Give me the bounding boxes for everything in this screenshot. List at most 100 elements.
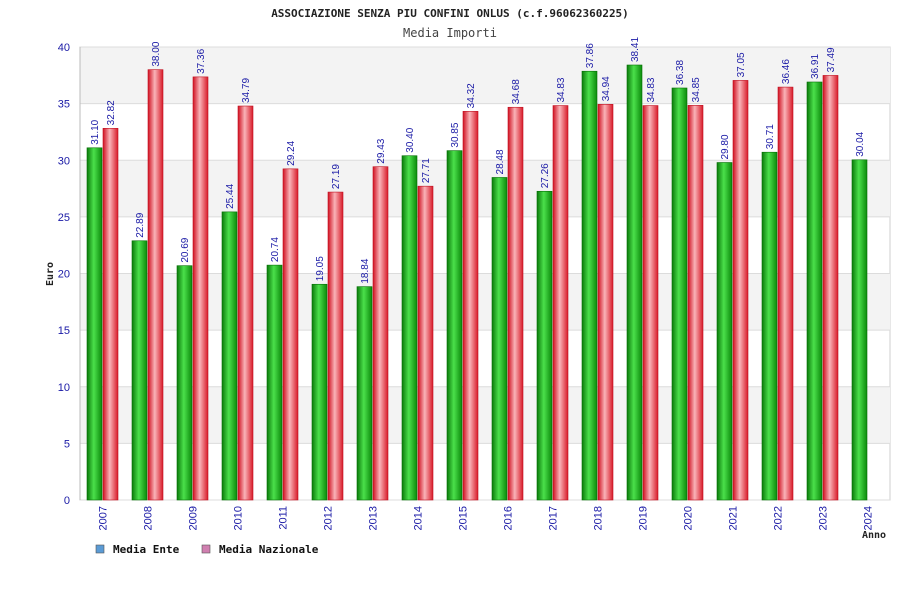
x-tick-label-2018: 2018 [593,506,605,530]
bar-media-ente-2018 [581,70,598,501]
bar-media-ente-2016 [491,177,508,501]
bar-media-nazionale-2010 [237,105,254,501]
data-label-media-ente-2020: 36.38 [675,60,686,85]
bar-media-nazionale-2018 [597,104,614,501]
bar-media-ente-2008 [131,240,148,501]
data-label-media-ente-2016: 28.48 [495,149,506,174]
x-tick-label-2007: 2007 [98,506,110,530]
data-label-media-ente-2009: 20.69 [180,237,191,262]
data-label-media-ente-2010: 25.44 [225,183,236,208]
y-axis-ticks: 0 5 10 15 20 25 30 35 40 [58,42,70,507]
data-label-media-ente-2022: 30.71 [765,124,776,149]
x-tick-label-2021: 2021 [728,506,740,530]
x-tick-label-2022: 2022 [773,506,785,530]
bar-media-nazionale-2015 [462,111,479,501]
bar-media-nazionale-2020 [687,105,704,501]
x-tick-label-2011: 2011 [278,506,290,530]
data-label-media-nazionale-2019: 34.83 [646,77,657,102]
bar-media-nazionale-2013 [372,166,389,501]
bars [86,64,868,501]
bar-media-nazionale-2007 [102,128,119,501]
x-axis-label: Anno [862,530,886,541]
x-tick-label-2023: 2023 [818,506,830,530]
bar-media-ente-2024 [851,159,868,501]
bar-media-nazionale-2019 [642,105,659,501]
bar-media-ente-2009 [176,265,193,501]
x-tick-label-2009: 2009 [188,506,200,530]
data-label-media-nazionale-2009: 37.36 [196,48,207,73]
bar-media-nazionale-2009 [192,76,209,501]
data-label-media-nazionale-2018: 34.94 [601,76,612,101]
data-label-media-nazionale-2020: 34.85 [691,77,702,102]
bar-media-nazionale-2021 [732,80,749,501]
bar-media-nazionale-2014 [417,185,434,501]
y-tick-label: 15 [58,325,70,337]
x-tick-label-2020: 2020 [683,506,695,530]
data-label-media-nazionale-2010: 34.79 [241,78,252,103]
x-tick-label-2008: 2008 [143,506,155,530]
bar-media-nazionale-2016 [507,106,524,501]
y-tick-label: 35 [58,99,70,111]
bar-media-ente-2012 [311,283,328,501]
x-tick-label-2016: 2016 [503,506,515,530]
data-label-media-nazionale-2016: 34.68 [511,79,522,104]
y-tick-label: 20 [58,269,70,281]
data-label-media-nazionale-2015: 34.32 [466,83,477,108]
data-label-media-ente-2018: 37.86 [585,43,596,68]
legend-swatch-media-ente [95,544,105,554]
x-tick-label-2012: 2012 [323,506,335,530]
bar-media-ente-2019 [626,64,643,501]
y-axis-label: Euro [45,262,56,286]
data-label-media-ente-2024: 30.04 [855,131,866,156]
gridlines [79,46,890,501]
bar-media-ente-2007 [86,147,103,501]
bar-media-ente-2021 [716,162,733,501]
data-label-media-nazionale-2023: 37.49 [826,47,837,72]
plot-band [80,47,890,104]
bar-media-ente-2013 [356,286,373,501]
x-axis-ticks: 2007 2008 2009 2010 2011 2012 2013 2014 2015 2016… [98,506,875,530]
data-label-media-nazionale-2021: 37.05 [736,52,747,77]
data-label-media-nazionale-2017: 34.83 [556,77,567,102]
data-label-media-nazionale-2011: 29.24 [286,140,297,165]
plot-band [80,160,890,217]
legend: Media Ente Media Nazionale [95,543,319,556]
y-tick-label: 25 [58,212,70,224]
legend-label-media-ente: Media Ente [113,543,180,556]
bar-media-ente-2010 [221,211,238,501]
data-label-media-ente-2014: 30.40 [405,127,416,152]
data-label-media-nazionale-2008: 38.00 [151,41,162,66]
x-tick-label-2019: 2019 [638,506,650,530]
bar-media-nazionale-2017 [552,105,569,501]
y-tick-label: 0 [64,495,70,507]
data-label-media-ente-2019: 38.41 [630,37,641,62]
y-tick-label: 30 [58,155,70,167]
bar-media-ente-2022 [761,151,778,501]
plot-band [80,386,890,444]
x-tick-label-2017: 2017 [548,506,560,530]
legend-label-media-nazionale: Media Nazionale [219,543,319,556]
data-label-media-nazionale-2007: 32.82 [106,100,117,125]
chart-subtitle: Media Importi [403,26,497,40]
data-label-media-ente-2011: 20.74 [270,237,281,262]
x-tick-label-2015: 2015 [458,506,470,530]
x-tick-label-2014: 2014 [413,506,425,530]
data-label-media-nazionale-2013: 29.43 [376,138,387,163]
bar-media-ente-2017 [536,190,553,501]
bar-media-nazionale-2022 [777,86,794,501]
data-label-media-ente-2023: 36.91 [810,54,821,79]
data-label-media-ente-2021: 29.80 [720,134,731,159]
data-label-media-nazionale-2014: 27.71 [421,158,432,183]
data-label-media-nazionale-2022: 36.46 [781,59,792,84]
bar-media-nazionale-2008 [147,69,164,501]
x-tick-label-2024: 2024 [863,506,875,530]
bar-media-ente-2023 [806,81,823,501]
data-label-media-ente-2013: 18.84 [360,258,371,283]
data-label-media-ente-2015: 30.85 [450,122,461,147]
bar-media-nazionale-2011 [282,168,299,501]
legend-swatch-media-nazionale [201,544,211,554]
bar-media-nazionale-2023 [822,75,839,501]
y-tick-label: 5 [64,438,70,450]
chart-title: ASSOCIAZIONE SENZA PIU CONFINI ONLUS (c.… [271,7,629,20]
